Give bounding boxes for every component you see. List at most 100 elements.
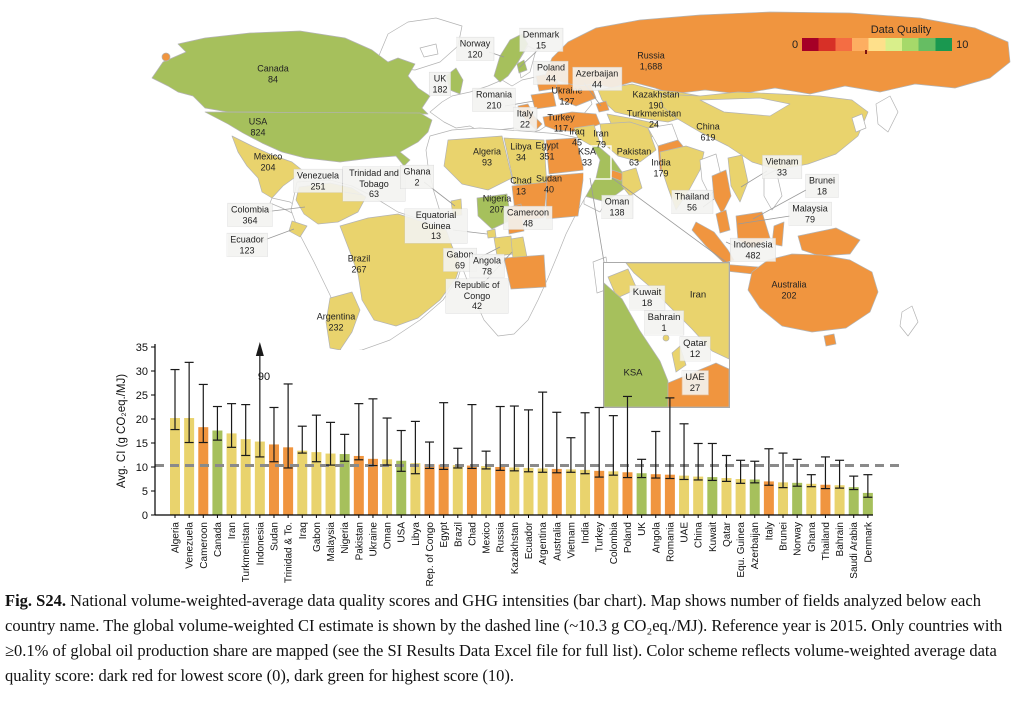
x-tick-label-Indonesia: Indonesia bbox=[255, 522, 266, 566]
error-bar-Indonesia bbox=[255, 348, 265, 458]
x-tick-label-Angola: Angola bbox=[651, 522, 662, 554]
country-shape-small-arctic bbox=[161, 52, 171, 62]
country-shape-india bbox=[659, 145, 705, 211]
x-tick-label-Denmark: Denmark bbox=[863, 521, 874, 563]
x-tick-label-Colombia: Colombia bbox=[609, 522, 620, 565]
error-bar-Australia bbox=[552, 411, 562, 474]
country-shape-yemen bbox=[583, 195, 607, 213]
bar-Malaysia bbox=[325, 453, 336, 515]
country-shape-malaysia-peninsula bbox=[715, 209, 731, 234]
error-bar-Trinidad & To. bbox=[283, 383, 293, 469]
bar-Iraq bbox=[297, 450, 308, 515]
error-bar-Denmark bbox=[863, 474, 873, 498]
error-bar-Algeria bbox=[170, 368, 180, 431]
bar-Rep. of Congo bbox=[424, 464, 435, 515]
bar-Pakistan bbox=[353, 455, 364, 515]
error-bar-Oman bbox=[382, 417, 392, 466]
error-bar-Pakistan bbox=[354, 403, 364, 461]
y-axis-title: Avg. CI (g CO₂eq./MJ) bbox=[116, 374, 128, 488]
legend-gradient-bar bbox=[802, 38, 953, 54]
error-bar-Qatar bbox=[721, 454, 731, 482]
error-bar-Iraq bbox=[297, 425, 307, 454]
y-tick-label: 25 bbox=[136, 390, 148, 402]
bar-Norway bbox=[792, 482, 803, 515]
bar-UAE bbox=[679, 475, 690, 515]
error-bar-Egypt bbox=[439, 402, 449, 470]
gulf-highlight-box bbox=[583, 145, 612, 180]
country-shape-mongolia bbox=[699, 97, 791, 117]
x-tick-label-Pakistan: Pakistan bbox=[354, 522, 365, 560]
error-bar-Gabon bbox=[311, 414, 321, 463]
legend-max-label: 10 bbox=[956, 38, 969, 51]
x-tick-label-UAE: UAE bbox=[680, 522, 691, 543]
bar-Libya bbox=[410, 463, 421, 515]
country-shape-nigeria bbox=[476, 193, 512, 230]
x-tick-label-Russia: Russia bbox=[496, 522, 507, 553]
country-shape-oman bbox=[621, 167, 643, 197]
country-shape-borneo bbox=[735, 211, 771, 249]
x-tick-label-UK: UK bbox=[637, 522, 648, 536]
country-shape-canada bbox=[151, 30, 431, 115]
bar-Ukraine bbox=[367, 458, 378, 515]
bar-Thailand bbox=[820, 484, 831, 515]
country-shape-russia bbox=[544, 11, 1011, 95]
bar-Sudan bbox=[268, 444, 279, 515]
legend-title: Data Quality bbox=[870, 24, 932, 36]
x-tick-label-Rep. of Congo: Rep. of Congo bbox=[425, 522, 436, 587]
bar-India bbox=[580, 469, 591, 515]
bar-Iran bbox=[226, 433, 237, 515]
x-tick-label-Cameroon: Cameroon bbox=[199, 522, 210, 569]
map-label-kuwait: Kuwait 18 bbox=[629, 285, 665, 311]
error-bar-Saudi Arabia bbox=[849, 475, 859, 491]
bar-Romania bbox=[664, 474, 675, 515]
x-tick-label-Iraq: Iraq bbox=[298, 522, 309, 539]
country-shape-china bbox=[659, 91, 869, 171]
bar-Saudi Arabia bbox=[848, 487, 859, 515]
x-tick-label-Norway: Norway bbox=[793, 522, 804, 556]
x-tick-label-Sudan: Sudan bbox=[269, 522, 280, 551]
map-label-ksa: KSA bbox=[623, 367, 643, 379]
error-bar-Malaysia bbox=[326, 421, 336, 466]
bar-Bahrain bbox=[834, 485, 845, 515]
bar-China bbox=[693, 476, 704, 515]
map-label-uae: UAE 27 bbox=[682, 370, 708, 396]
x-tick-label-China: China bbox=[694, 522, 705, 549]
map-label-bahrain: Bahrain 1 bbox=[644, 310, 684, 336]
error-bar-Brunei bbox=[778, 452, 788, 489]
y-tick-label: 35 bbox=[136, 342, 148, 354]
x-tick-label-Chad: Chad bbox=[467, 522, 478, 546]
country-shape-romania bbox=[530, 91, 557, 110]
country-shape-australia bbox=[747, 253, 879, 333]
error-bar-Russia bbox=[495, 405, 505, 471]
x-tick-label-USA: USA bbox=[397, 522, 408, 543]
error-bar-Rep. of Congo bbox=[425, 441, 435, 470]
country-shape-uk bbox=[445, 67, 464, 95]
bar-Turkmenistan bbox=[240, 439, 251, 515]
bar-Kuwait bbox=[707, 477, 718, 515]
x-tick-label-Ukraine: Ukraine bbox=[368, 522, 379, 557]
x-tick-label-Venezuela: Venezuela bbox=[185, 522, 196, 569]
country-shape-tasmania bbox=[823, 333, 837, 347]
bar-Argentina bbox=[537, 468, 548, 515]
x-tick-label-Canada: Canada bbox=[213, 522, 224, 557]
error-bar-Italy bbox=[764, 448, 774, 486]
country-shape-sudan bbox=[545, 172, 585, 220]
x-tick-label-Argentina: Argentina bbox=[538, 522, 549, 565]
bar-Russia bbox=[495, 467, 506, 515]
country-shape-new-zealand bbox=[899, 305, 919, 337]
error-bar-Azerbaijan bbox=[750, 460, 760, 484]
error-bar-Canada bbox=[212, 405, 222, 441]
x-tick-label-Egypt: Egypt bbox=[439, 522, 450, 548]
bar-Colombia bbox=[608, 471, 619, 515]
bar-Ghana bbox=[806, 483, 817, 515]
y-tick-label: 15 bbox=[136, 438, 148, 450]
error-bar-Norway bbox=[792, 458, 802, 487]
country-shape-algeria bbox=[443, 135, 513, 191]
country-shape-ecuador bbox=[288, 220, 308, 238]
x-tick-label-Malaysia: Malaysia bbox=[326, 522, 337, 562]
figure-caption-label: Fig. S24. bbox=[5, 591, 66, 610]
legend-tick-marker bbox=[865, 50, 868, 54]
bar-Cameroon bbox=[198, 427, 209, 515]
x-tick-label-Oman: Oman bbox=[383, 522, 394, 549]
clipped-whisker-arrow-icon bbox=[255, 342, 264, 356]
